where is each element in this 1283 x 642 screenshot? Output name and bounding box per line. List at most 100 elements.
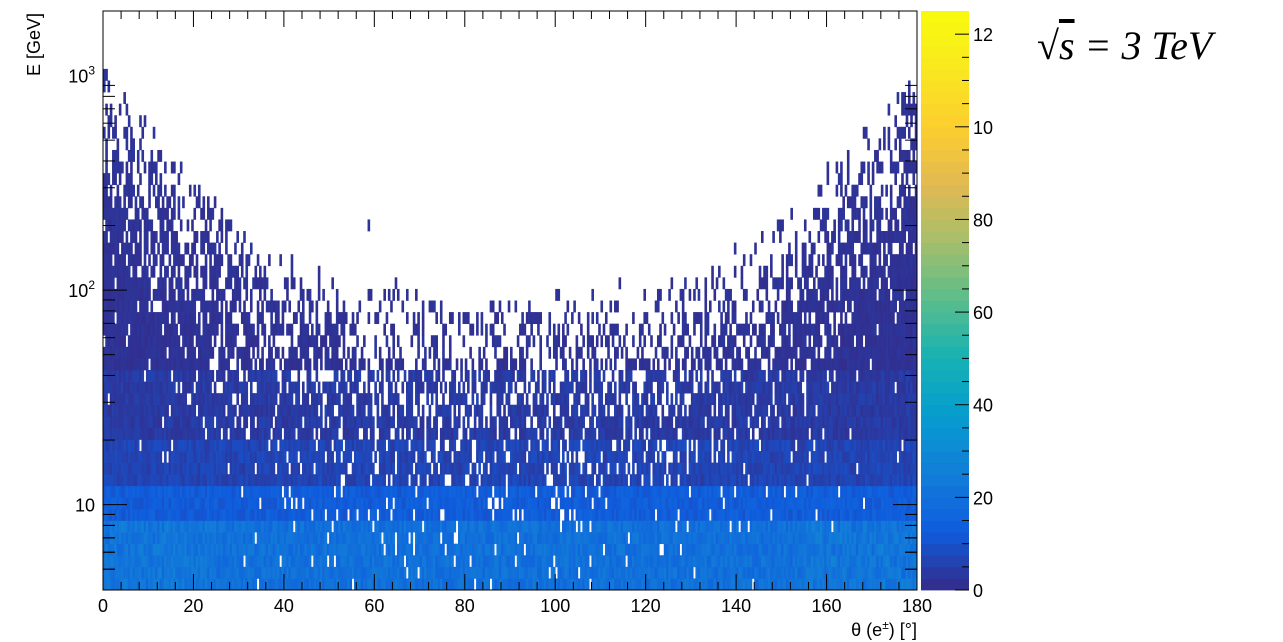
heatmap-cell xyxy=(462,508,466,521)
heatmap-cell xyxy=(609,578,613,590)
heatmap-cell xyxy=(184,439,188,452)
heatmap-cell xyxy=(485,555,488,568)
heatmap-cell xyxy=(589,497,592,510)
heatmap-cell xyxy=(510,520,513,533)
heatmap-cell xyxy=(324,543,328,556)
heatmap-cell xyxy=(424,497,427,510)
heatmap-cell xyxy=(247,566,251,579)
heatmap-cell xyxy=(152,508,156,521)
heatmap-cell xyxy=(446,416,450,429)
heatmap-cell xyxy=(349,520,353,533)
heatmap-cell xyxy=(751,532,755,545)
heatmap-cell xyxy=(842,451,845,463)
heatmap-cell xyxy=(887,555,891,568)
heatmap-cell xyxy=(469,578,472,590)
heatmap-cell xyxy=(473,462,477,475)
heatmap-cell xyxy=(256,566,260,579)
heatmap-cell xyxy=(387,543,391,556)
heatmap-cell xyxy=(878,497,882,510)
heatmap-cell xyxy=(313,508,316,521)
heatmap-cell xyxy=(505,555,509,568)
heatmap-cell xyxy=(209,508,212,521)
heatmap-cell xyxy=(708,543,712,556)
heatmap-cell xyxy=(231,520,235,533)
heatmap-cell xyxy=(586,555,590,568)
heatmap-cell xyxy=(837,555,841,568)
heatmap-cell xyxy=(292,439,296,452)
heatmap-cell xyxy=(331,497,334,510)
heatmap-cell xyxy=(394,578,398,590)
heatmap-cell xyxy=(666,520,669,533)
heatmap-cell xyxy=(195,416,199,429)
heatmap-cells xyxy=(103,68,917,590)
heatmap-cell xyxy=(383,427,386,440)
heatmap-cell xyxy=(663,566,667,579)
heatmap-cell xyxy=(301,485,305,498)
heatmap-cell xyxy=(745,555,748,568)
heatmap-cell xyxy=(885,439,888,452)
heatmap-cell xyxy=(704,427,708,440)
heatmap-cell xyxy=(822,474,825,487)
heatmap-cell xyxy=(539,508,542,521)
heatmap-cell xyxy=(817,520,821,533)
heatmap-cell xyxy=(668,439,671,452)
heatmap-cell xyxy=(577,485,581,498)
heatmap-cell xyxy=(636,520,640,533)
heatmap-cell xyxy=(428,462,432,475)
heatmap-cell xyxy=(186,508,190,521)
heatmap-cell xyxy=(112,566,115,579)
heatmap-cell xyxy=(448,497,452,510)
heatmap-cell xyxy=(202,578,206,590)
heatmap-cell xyxy=(878,462,882,475)
heatmap-cell xyxy=(711,532,714,545)
heatmap-cell xyxy=(831,543,834,556)
heatmap-cell xyxy=(469,427,472,440)
heatmap-cell xyxy=(216,497,219,510)
heatmap-cell xyxy=(448,532,452,545)
heatmap-cell xyxy=(489,474,493,487)
heatmap-cell xyxy=(216,474,219,487)
heatmap-cell xyxy=(143,555,147,568)
heatmap-cell xyxy=(487,532,490,545)
heatmap-cell xyxy=(320,497,323,510)
heatmap-cell xyxy=(566,520,570,533)
heatmap-cell xyxy=(629,416,633,429)
heatmap-cell xyxy=(794,427,798,440)
heatmap-cell xyxy=(758,462,762,475)
heatmap-cell xyxy=(455,508,459,521)
heatmap-cell xyxy=(363,439,366,452)
heatmap-cell xyxy=(546,485,549,498)
heatmap-cell xyxy=(464,532,468,545)
heatmap-cell xyxy=(268,532,271,545)
heatmap-cell xyxy=(593,485,597,498)
heatmap-cell xyxy=(272,485,276,498)
heatmap-cell xyxy=(243,497,246,510)
heatmap-cell xyxy=(693,485,696,498)
heatmap-cell xyxy=(903,497,907,510)
heatmap-cell xyxy=(745,497,748,510)
heatmap-cell xyxy=(903,555,907,568)
heatmap-cell xyxy=(699,462,703,475)
heatmap-cell xyxy=(143,462,147,475)
heatmap-cell xyxy=(833,566,836,579)
heatmap-cell xyxy=(326,427,330,440)
heatmap-cell xyxy=(315,451,319,463)
heatmap-cell xyxy=(654,555,658,568)
heatmap-cell xyxy=(693,462,696,475)
heatmap-cell xyxy=(695,543,699,556)
heatmap-cell xyxy=(740,508,744,521)
heatmap-cell xyxy=(274,543,278,556)
heatmap-cell xyxy=(704,578,708,590)
heatmap-cell xyxy=(152,532,156,545)
heatmap-cell xyxy=(134,485,138,498)
heatmap-cell xyxy=(374,566,377,579)
heatmap-cell xyxy=(249,520,253,533)
heatmap-cell xyxy=(290,532,294,545)
heatmap-cell xyxy=(387,578,391,590)
heatmap-cell xyxy=(157,427,160,440)
heatmap-cell xyxy=(532,543,536,556)
heatmap-cell xyxy=(867,520,870,533)
heatmap-cell xyxy=(405,427,409,440)
heatmap-cell xyxy=(855,566,859,579)
heatmap-cell xyxy=(749,474,753,487)
